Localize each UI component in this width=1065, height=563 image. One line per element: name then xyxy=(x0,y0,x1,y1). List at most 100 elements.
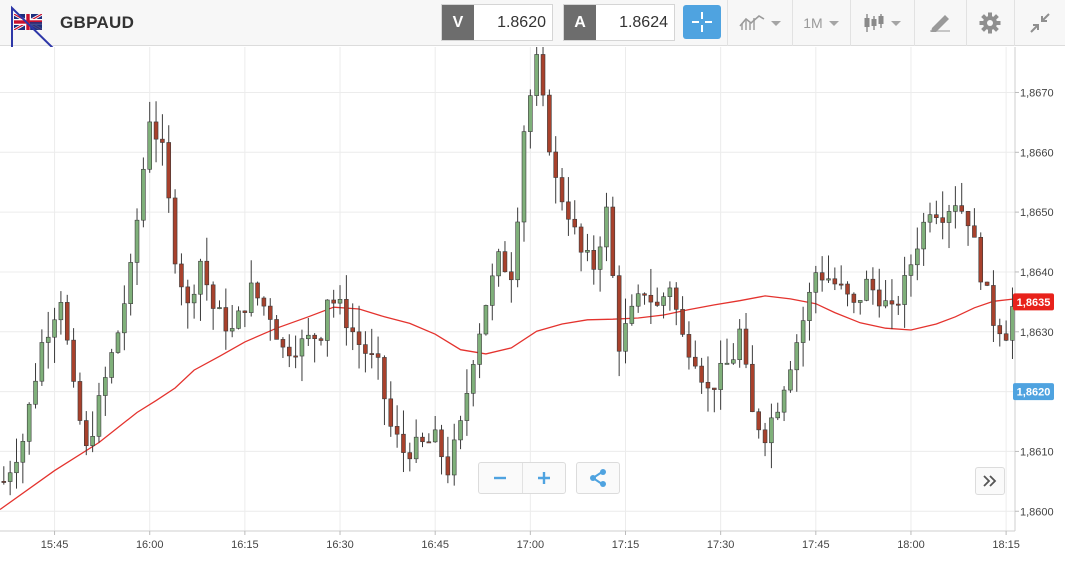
y-tick-label: 1,8610 xyxy=(1020,446,1054,458)
candle xyxy=(337,285,343,315)
collapse-button[interactable] xyxy=(1018,0,1062,46)
candle-body-down xyxy=(204,260,210,286)
symbol-label[interactable]: GBPAUD xyxy=(60,13,135,32)
candle-body-up xyxy=(629,305,635,324)
candles-layer xyxy=(1,47,1015,496)
candle xyxy=(445,436,451,484)
candle xyxy=(470,360,476,407)
candle xyxy=(1003,320,1009,342)
candle xyxy=(280,337,286,358)
candle xyxy=(838,265,844,290)
candle xyxy=(699,357,704,394)
candle-body-up xyxy=(490,275,495,306)
toolbar-divider xyxy=(792,0,793,46)
candle-style-button[interactable] xyxy=(854,0,910,46)
candle-body-down xyxy=(819,272,825,281)
candle xyxy=(26,402,32,455)
chevron-down-icon xyxy=(891,20,901,26)
candle-body-down xyxy=(280,339,286,348)
settings-button[interactable] xyxy=(970,0,1010,46)
candle xyxy=(705,356,711,412)
candle xyxy=(934,200,939,225)
candle-body-up xyxy=(794,342,800,371)
candle xyxy=(591,235,597,285)
candle-body-up xyxy=(299,338,305,357)
candle xyxy=(845,281,850,307)
candle xyxy=(147,101,152,173)
candle xyxy=(236,306,241,330)
candle xyxy=(788,360,793,393)
candle xyxy=(14,438,19,489)
candle xyxy=(64,294,70,345)
x-tick-label: 16:00 xyxy=(136,539,164,551)
candle xyxy=(255,281,260,306)
candle-body-down xyxy=(84,420,89,447)
candle-body-down xyxy=(153,121,159,140)
candle-body-up xyxy=(109,352,114,378)
candle xyxy=(20,433,26,484)
share-icon xyxy=(590,469,606,487)
y-tick-label: 1,8600 xyxy=(1020,506,1054,518)
candle-body-up xyxy=(141,168,146,221)
price-chart[interactable]: 1,8600 1,8610 1,8620 1,8630 1,8640 1,8650 1,86… xyxy=(0,47,1065,563)
x-tick-label: 15:45 xyxy=(41,539,69,551)
candle xyxy=(756,408,761,439)
candle xyxy=(204,237,210,301)
candle-body-down xyxy=(382,357,387,400)
collapse-icon xyxy=(1030,13,1050,33)
candle-body-down xyxy=(673,287,679,310)
drawing-tools-button[interactable] xyxy=(918,0,962,46)
candle-body-down xyxy=(997,325,1003,335)
candle-body-up xyxy=(521,131,527,223)
scroll-to-end-button[interactable] xyxy=(975,467,1005,495)
candle-body-up xyxy=(915,248,920,266)
candle-body-up xyxy=(528,95,533,132)
candle xyxy=(242,310,248,328)
candle xyxy=(115,330,121,354)
candle-body-up xyxy=(781,389,787,413)
candle-body-down xyxy=(71,339,76,382)
candle-body-up xyxy=(198,260,203,295)
candle xyxy=(420,432,425,448)
candle xyxy=(743,313,749,369)
candle-body-up xyxy=(134,219,140,263)
candle-body-down xyxy=(540,54,546,96)
candle xyxy=(921,212,926,266)
candle-body-down xyxy=(210,284,216,309)
candle xyxy=(635,284,641,313)
candle-body-down xyxy=(502,251,508,273)
share-button[interactable] xyxy=(576,462,620,494)
candle-body-down xyxy=(838,283,844,286)
candle xyxy=(128,253,133,316)
bid-price-button[interactable]: V 1.8620 xyxy=(441,4,553,41)
candle xyxy=(667,281,673,311)
candle xyxy=(857,300,863,315)
candle-body-up xyxy=(58,302,64,321)
candle-body-down xyxy=(223,307,229,332)
crosshair-button[interactable] xyxy=(683,5,721,39)
candle-body-up xyxy=(826,278,831,281)
candle-body-down xyxy=(712,387,717,390)
candle xyxy=(71,328,76,388)
candle xyxy=(623,298,628,364)
candle xyxy=(39,329,45,386)
gbp-aud-flag-icon xyxy=(14,14,42,30)
zoom-out-button[interactable] xyxy=(479,463,522,493)
candle xyxy=(807,282,812,341)
candle xyxy=(826,255,831,283)
candle xyxy=(299,329,305,382)
candle-body-up xyxy=(432,429,438,443)
candle-body-down xyxy=(388,398,394,427)
candle-body-down xyxy=(356,331,362,345)
candle xyxy=(819,256,825,292)
chart-type-button[interactable] xyxy=(732,0,788,46)
candle xyxy=(572,200,578,235)
candle-body-down xyxy=(870,278,876,291)
candle xyxy=(439,424,444,475)
ask-price-button[interactable]: A 1.8624 xyxy=(563,4,675,41)
timeframe-button[interactable]: 1M xyxy=(796,0,846,46)
zoom-in-button[interactable] xyxy=(522,463,565,493)
candle xyxy=(153,101,159,163)
candle xyxy=(267,298,273,341)
candle xyxy=(331,289,336,318)
